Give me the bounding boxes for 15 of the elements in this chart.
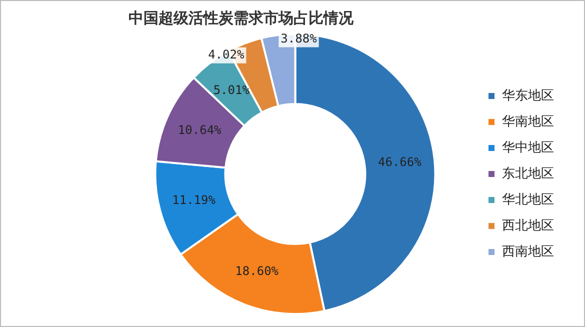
legend-label: 西南地区	[502, 244, 554, 260]
data-label: 3.88%	[280, 31, 318, 46]
data-label: 18.60%	[235, 264, 280, 278]
legend-label: 华北地区	[502, 192, 554, 208]
chart-title: 中国超级活性炭需求市场占比情况	[128, 9, 354, 28]
legend-label: 华南地区	[502, 114, 554, 130]
legend-label: 华东地区	[502, 88, 554, 104]
data-label: 11.19%	[172, 193, 216, 208]
legend-label: 西北地区	[502, 218, 554, 234]
data-label: 5.01%	[213, 82, 250, 97]
legend-label: 华中地区	[502, 140, 554, 156]
data-label: 46.66%	[378, 155, 422, 170]
data-label: 4.02%	[208, 48, 245, 62]
data-label: 10.64%	[178, 122, 222, 137]
legend-label: 东北地区	[502, 166, 554, 182]
